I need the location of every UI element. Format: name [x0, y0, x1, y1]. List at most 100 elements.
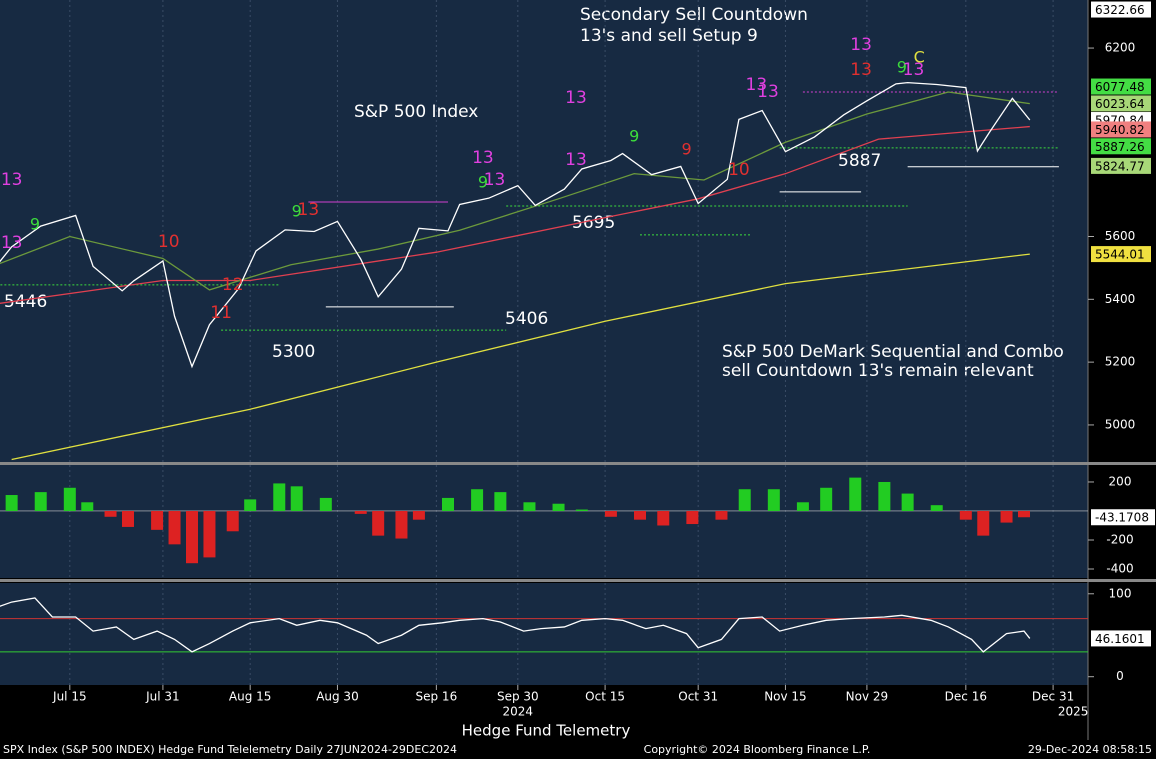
setup-count: 13 — [757, 82, 779, 102]
x-tick-label: Jul 15 — [52, 690, 87, 704]
bar — [34, 492, 47, 511]
x-tick-label: Oct 15 — [585, 690, 625, 704]
bar — [63, 487, 76, 511]
annotation: sell Countdown 13's remain relevant — [722, 361, 1034, 381]
price-tag — [1091, 246, 1151, 263]
moving-average — [0, 125, 1030, 304]
setup-count: 9 — [897, 57, 907, 76]
price-tag — [1091, 95, 1151, 112]
price-tag-label: -43.1708 — [1095, 511, 1149, 525]
x-tick-label: Nov 15 — [764, 690, 807, 704]
x-tick-label: Aug 30 — [316, 690, 359, 704]
setup-count: 9 — [629, 126, 639, 145]
y-tick-label: 5400 — [1105, 292, 1136, 306]
y-tick-label: -200 — [1106, 532, 1133, 546]
bar — [604, 510, 617, 517]
price-tag — [1091, 157, 1151, 174]
bar — [901, 493, 914, 511]
price-tag-label: 5887.26 — [1095, 140, 1145, 154]
price-tag — [1091, 78, 1151, 95]
annotation: 13's and sell Setup 9 — [580, 26, 758, 46]
bar — [186, 510, 198, 564]
level-label: 5406 — [505, 309, 548, 329]
bar — [494, 492, 507, 511]
bar — [767, 489, 780, 511]
annotation: S&P 500 DeMark Sequential and Combo — [722, 342, 1064, 362]
setup-count: 13 — [746, 75, 768, 95]
setup-count: 9 — [478, 173, 488, 192]
bar — [151, 510, 164, 530]
setup-count: 10 — [728, 160, 750, 180]
x-axis-title: Hedge Fund Telemetry — [462, 722, 631, 740]
setup-count: 13 — [565, 150, 587, 170]
level-label: 5446 — [4, 292, 47, 312]
moving-average — [11, 253, 1030, 461]
level-label: 5300 — [272, 342, 315, 362]
price-tag-label: 6322.66 — [1095, 3, 1145, 17]
bar — [715, 510, 728, 520]
bar — [395, 510, 408, 539]
bar — [1000, 510, 1013, 523]
setup-count: 13 — [850, 35, 872, 55]
setup-count: 13 — [565, 88, 587, 108]
setup-count: 13 — [1, 233, 23, 253]
x-tick-label: Nov 29 — [846, 690, 889, 704]
setup-count: 13 — [1, 170, 23, 190]
price-line — [0, 597, 1031, 653]
year-label: 2025 — [1058, 705, 1089, 719]
price-tag — [1091, 138, 1151, 155]
footer: 29-Dec-2024 08:58:15 — [1028, 743, 1152, 756]
bar — [657, 510, 670, 526]
price-tag — [1091, 121, 1151, 138]
price-tag-label: 5940.82 — [1095, 123, 1145, 137]
annotation: Secondary Sell Countdown — [580, 5, 808, 25]
bar — [273, 483, 286, 511]
setup-count: 13 — [472, 148, 494, 168]
bar — [5, 495, 18, 511]
footer: SPX Index (S&P 500 INDEX) Hedge Fund Tel… — [3, 743, 457, 756]
price-tag-label: 46.1601 — [1095, 632, 1145, 646]
bar — [81, 502, 94, 511]
x-tick-label: Sep 30 — [497, 690, 539, 704]
x-tick-label: Jul 31 — [145, 690, 180, 704]
bar — [552, 503, 565, 511]
y-tick-label: 5600 — [1105, 229, 1136, 243]
y-tick-label: 0 — [1116, 669, 1124, 683]
bar — [290, 486, 303, 511]
setup-count: 12 — [222, 275, 244, 295]
bar — [959, 510, 972, 520]
bar — [849, 477, 862, 511]
bar — [319, 497, 332, 511]
footer: Copyright© 2024 Bloomberg Finance L.P. — [644, 743, 871, 756]
setup-count: 9 — [30, 214, 40, 233]
x-tick-label: Aug 15 — [229, 690, 272, 704]
setup-count: 13 — [903, 60, 925, 80]
price-tag — [1091, 509, 1155, 526]
setup-count: 13 — [298, 200, 320, 220]
setup-count: 11 — [210, 303, 232, 323]
bar — [1018, 510, 1030, 518]
bar — [738, 489, 751, 511]
bar — [244, 499, 257, 511]
price-tag — [1091, 1, 1151, 18]
chart-title: S&P 500 Index — [354, 102, 478, 122]
bar — [226, 510, 239, 532]
price-tag — [1091, 630, 1151, 647]
bar — [354, 510, 367, 514]
bar — [634, 510, 646, 520]
setup-count: 9 — [292, 201, 302, 220]
y-tick-label: 200 — [1109, 474, 1132, 488]
price-tag-label: 5824.77 — [1095, 159, 1145, 173]
y-tick-label: 5000 — [1105, 417, 1136, 431]
year-label: 2024 — [503, 705, 534, 719]
histogram-panel — [0, 465, 1088, 578]
bar — [686, 510, 699, 525]
bar — [878, 481, 891, 511]
x-tick-label: Dec 31 — [1032, 690, 1074, 704]
setup-count: 13 — [850, 60, 872, 80]
bar — [575, 509, 588, 511]
price-line — [0, 81, 1031, 369]
bar — [122, 510, 134, 527]
bar — [796, 502, 809, 511]
